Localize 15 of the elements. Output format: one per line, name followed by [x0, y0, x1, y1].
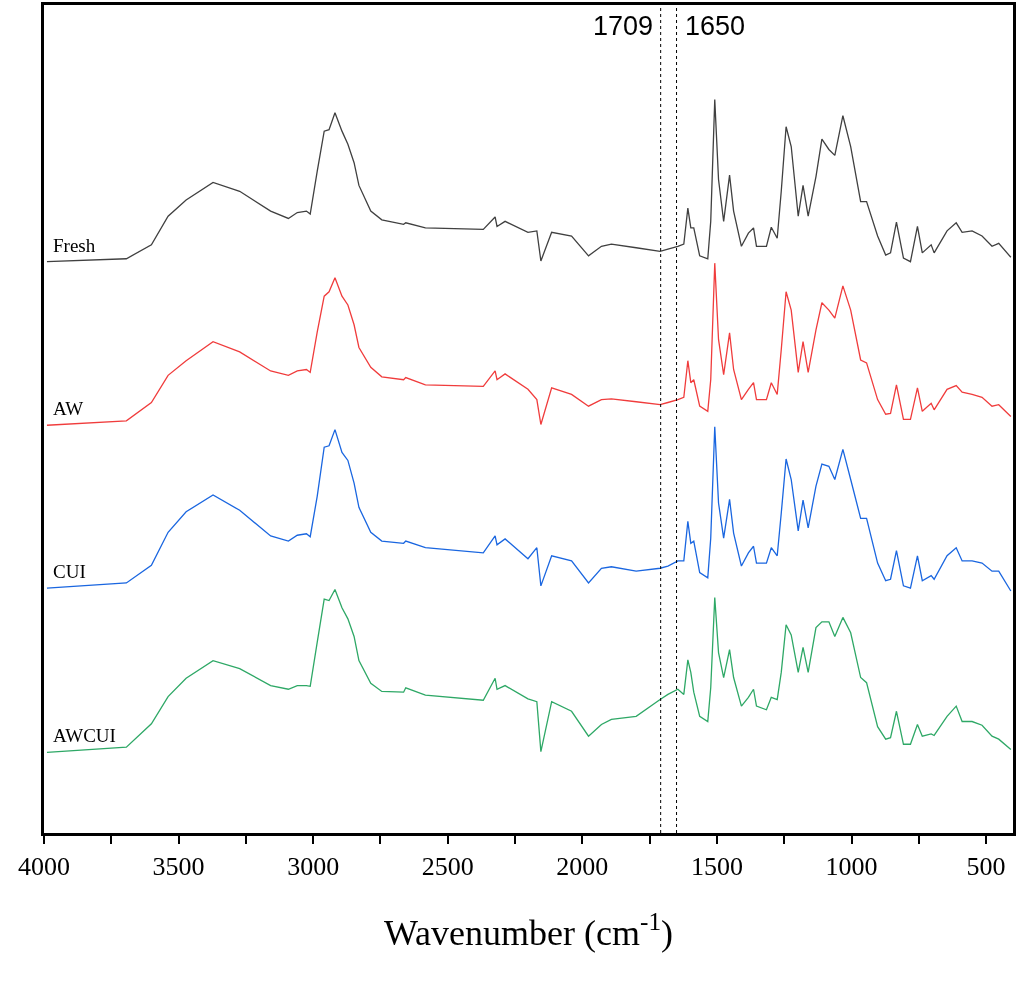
x-tick-label: 2500: [421, 851, 474, 881]
series-label: Fresh: [53, 235, 96, 256]
ref-line-label: 1650: [685, 11, 746, 41]
series-label: AW: [53, 398, 84, 419]
x-axis-title: Wavenumber (cm$^{-1}$): [384, 907, 673, 953]
x-tick-label: 500: [966, 851, 1006, 881]
x-tick-label: 3000: [287, 851, 340, 881]
ref-line-label: 1709: [593, 11, 654, 41]
x-tick-label: 1500: [690, 851, 743, 881]
x-tick-label: 1000: [825, 851, 878, 881]
x-tick-label: 2000: [556, 851, 609, 881]
series-label: AWCUI: [53, 725, 116, 746]
series-label: CUI: [53, 561, 86, 582]
x-tick-label: 4000: [18, 851, 70, 881]
x-tick-label: 3500: [152, 851, 205, 881]
